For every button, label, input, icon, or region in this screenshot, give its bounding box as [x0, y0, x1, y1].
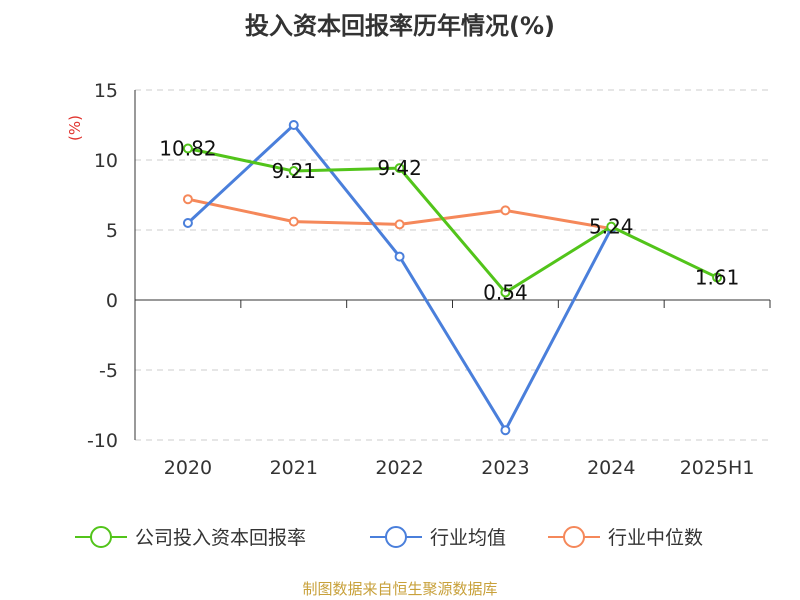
data-point — [182, 194, 193, 205]
x-tick-label: 2021 — [270, 457, 318, 479]
y-tick-label: 10 — [94, 150, 118, 172]
data-point — [288, 120, 299, 130]
data-label: 9.21 — [271, 159, 316, 183]
data-point — [606, 221, 617, 232]
y-tick-label: -5 — [99, 360, 118, 382]
data-label: 9.42 — [377, 156, 422, 180]
data-label: 0.54 — [483, 280, 528, 304]
legend-label: 公司投入资本回报率 — [135, 527, 306, 549]
x-tick-label: 2025H1 — [680, 457, 755, 479]
series-line — [187, 147, 718, 294]
legend-label: 行业均值 — [430, 527, 506, 549]
x-tick-label: 2023 — [481, 457, 529, 479]
data-point — [182, 218, 193, 228]
legend-label: 行业中位数 — [608, 527, 703, 549]
data-point — [394, 251, 405, 262]
data-point — [394, 163, 405, 174]
y-tick-label: 15 — [94, 80, 118, 102]
data-point — [500, 287, 511, 298]
legend-marker — [385, 526, 407, 548]
x-tick-label: 2024 — [587, 457, 635, 479]
data-point — [500, 425, 511, 436]
data-point — [394, 219, 405, 230]
source-note: 制图数据来自恒生聚源数据库 — [302, 580, 498, 598]
y-tick-label: 0 — [106, 290, 118, 312]
y-tick-label: 5 — [106, 220, 118, 242]
data-point — [712, 272, 723, 283]
x-tick-label: 2022 — [375, 457, 423, 479]
legend-marker — [563, 526, 585, 548]
data-point — [288, 166, 299, 177]
chart-title: 投入资本回报率历年情况(%) — [245, 12, 555, 40]
data-point — [182, 143, 193, 154]
data-point — [288, 216, 299, 227]
data-label: 5.24 — [589, 215, 634, 239]
x-tick-label: 2020 — [164, 457, 212, 479]
data-label: 10.82 — [159, 137, 216, 161]
data-label: 1.61 — [695, 265, 740, 289]
y-tick-label: -10 — [87, 430, 118, 452]
data-point — [500, 205, 511, 216]
y-axis-label: (%) — [66, 115, 84, 141]
legend-marker — [90, 526, 112, 548]
